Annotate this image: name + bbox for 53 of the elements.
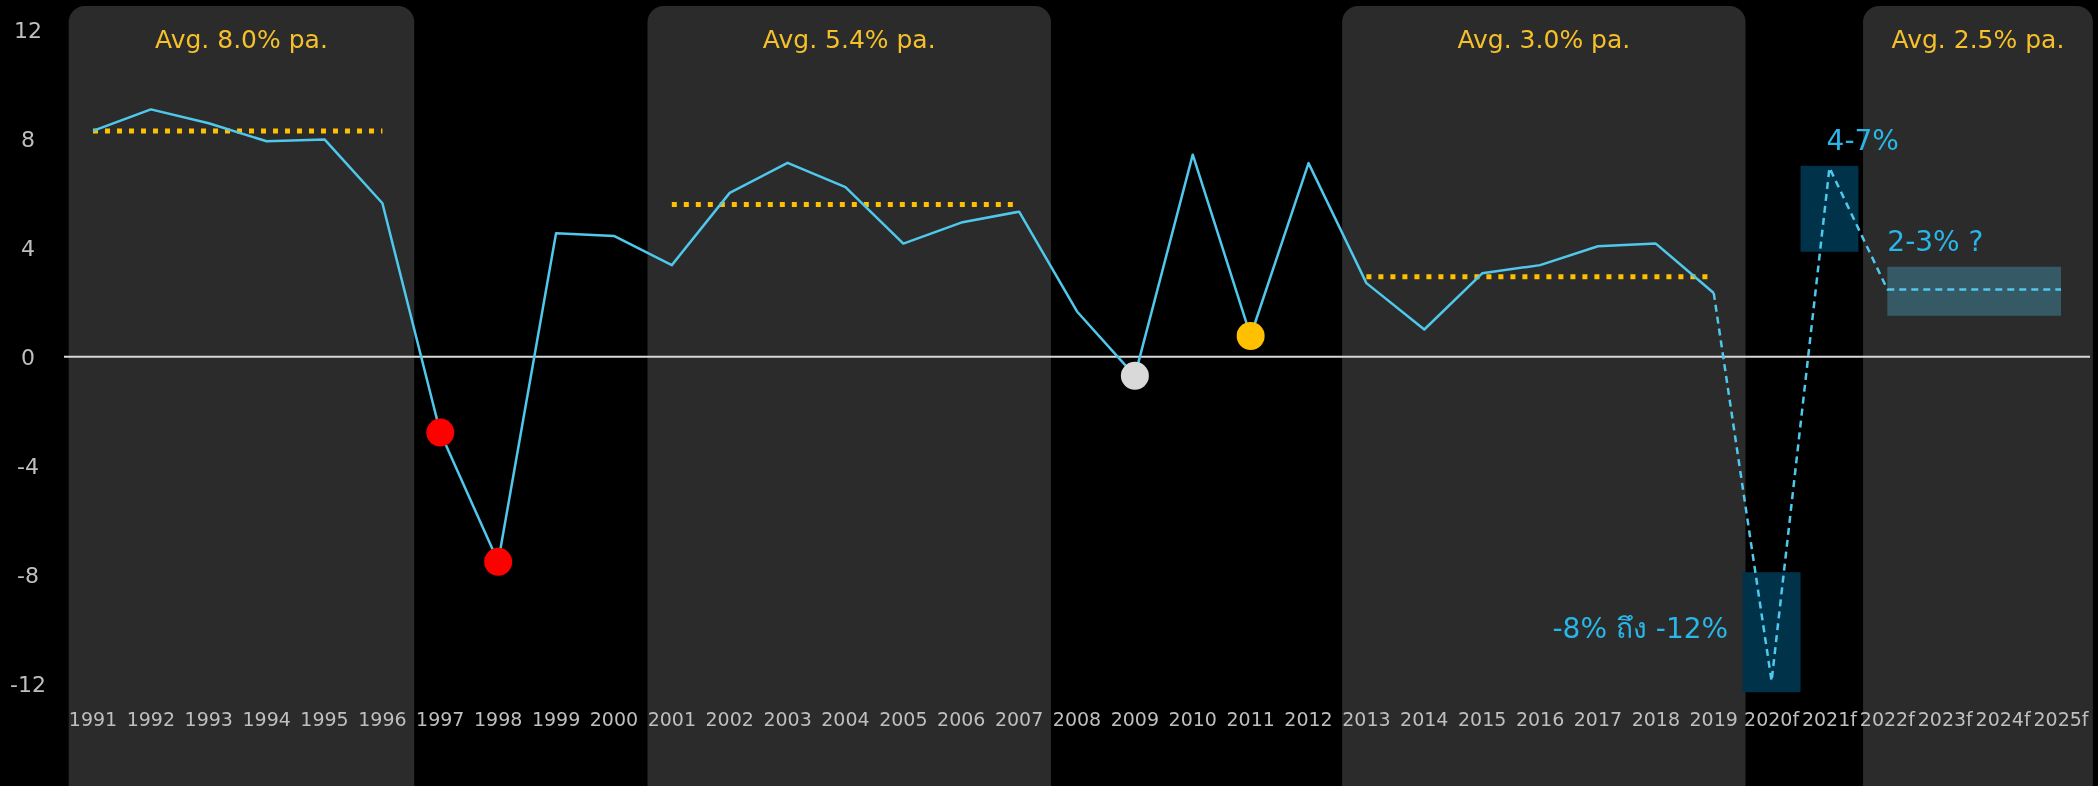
x-tick-label: 1995 (300, 708, 349, 730)
x-tick-label: 2003 (763, 708, 812, 730)
x-tick-label: 2012 (1284, 708, 1333, 730)
band-label: Avg. 3.0% pa. (1457, 25, 1631, 54)
x-tick-label: 1994 (242, 708, 291, 730)
y-tick-label: 8 (21, 126, 35, 152)
band-label: Avg. 5.4% pa. (762, 25, 936, 54)
y-tick-label: -8 (17, 562, 39, 588)
x-tick-label: 2017 (1573, 708, 1623, 730)
y-tick-label: -4 (17, 453, 39, 479)
x-tick-label: 1993 (184, 708, 233, 730)
x-tick-label: 2007 (994, 708, 1044, 730)
annotation: 2-3% ? (1887, 224, 1984, 258)
y-tick-label: 12 (14, 17, 42, 43)
x-tick-label: 2014 (1400, 708, 1449, 730)
x-tick-label: 1999 (531, 708, 581, 730)
x-tick-label: 2010 (1168, 708, 1217, 730)
x-tick-label: 2006 (937, 708, 986, 730)
x-tick-label: 1992 (126, 708, 176, 730)
x-tick-label: 2005 (879, 708, 928, 730)
x-tick-label: 2008 (1052, 708, 1102, 730)
x-tick-label: 2001 (647, 708, 696, 730)
x-tick-label: 2002 (705, 708, 754, 730)
x-tick-label: 2021f (1801, 708, 1859, 730)
y-tick-label: 0 (21, 344, 35, 370)
band-label: Avg. 8.0% pa. (155, 25, 328, 54)
band-label: Avg. 2.5% pa. (1891, 25, 2065, 54)
x-tick-label: 2004 (821, 708, 870, 730)
x-tick-label: 2000 (589, 708, 639, 730)
y-tick-label: 4 (21, 235, 35, 261)
x-tick-label: 2024f (1975, 708, 2032, 730)
x-tick-label: 2022f (1859, 708, 1917, 730)
x-tick-label: 2016 (1515, 708, 1565, 730)
x-tick-label: 1996 (358, 708, 407, 730)
annotation: -8% ถึง -12% (1552, 612, 1729, 646)
x-tick-label: 2013 (1342, 708, 1391, 730)
x-tick-label: 2015 (1458, 708, 1507, 730)
x-tick-label: 2019 (1689, 708, 1738, 730)
point (1120, 361, 1149, 390)
x-tick-label: 1998 (474, 708, 523, 730)
x-tick-label: 2025f (2033, 708, 2090, 730)
point (426, 418, 455, 447)
y-tick-label: -12 (10, 672, 46, 697)
x-tick-label: 1991 (68, 708, 118, 730)
x-tick-label: 2020f (1744, 708, 1801, 730)
x-tick-label: 2018 (1631, 708, 1680, 730)
annotation: 4-7% (1826, 123, 1899, 157)
x-tick-label: 1997 (416, 708, 465, 730)
point (484, 547, 513, 576)
point (1236, 322, 1265, 351)
x-tick-label: 2011 (1226, 708, 1275, 730)
x-tick-label: 2009 (1110, 708, 1160, 730)
x-tick-label: 2023f (1917, 708, 1975, 730)
